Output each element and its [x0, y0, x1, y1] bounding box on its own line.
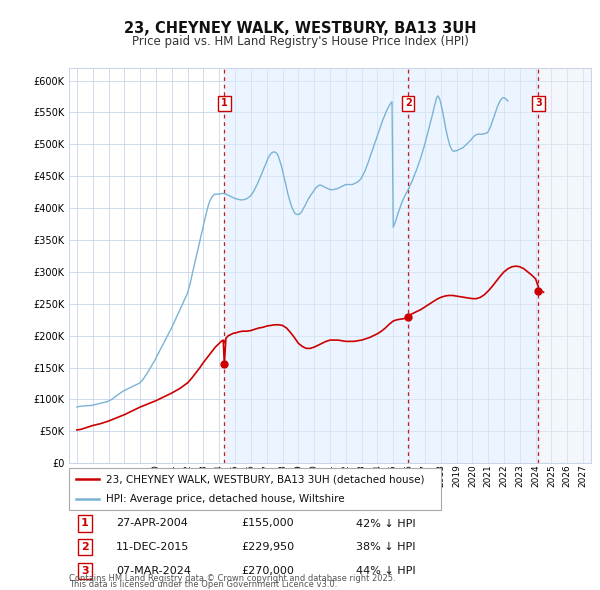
Text: HPI: Average price, detached house, Wiltshire: HPI: Average price, detached house, Wilt… — [106, 494, 345, 504]
Text: 23, CHEYNEY WALK, WESTBURY, BA13 3UH: 23, CHEYNEY WALK, WESTBURY, BA13 3UH — [124, 21, 476, 35]
Text: £229,950: £229,950 — [241, 542, 295, 552]
Text: 11-DEC-2015: 11-DEC-2015 — [116, 542, 190, 552]
Text: 38% ↓ HPI: 38% ↓ HPI — [356, 542, 416, 552]
Text: 44% ↓ HPI: 44% ↓ HPI — [356, 566, 416, 576]
Text: 3: 3 — [535, 99, 542, 109]
FancyBboxPatch shape — [69, 468, 441, 510]
Text: 1: 1 — [81, 519, 89, 529]
Bar — [224, 68, 538, 463]
Text: 07-MAR-2024: 07-MAR-2024 — [116, 566, 191, 576]
Text: Price paid vs. HM Land Registry's House Price Index (HPI): Price paid vs. HM Land Registry's House … — [131, 35, 469, 48]
Text: £270,000: £270,000 — [241, 566, 294, 576]
Text: Contains HM Land Registry data © Crown copyright and database right 2025.: Contains HM Land Registry data © Crown c… — [69, 574, 395, 583]
Text: 2: 2 — [405, 99, 412, 109]
Text: 42% ↓ HPI: 42% ↓ HPI — [356, 519, 416, 529]
Text: This data is licensed under the Open Government Licence v3.0.: This data is licensed under the Open Gov… — [69, 580, 337, 589]
Text: 1: 1 — [221, 99, 228, 109]
Text: 2: 2 — [81, 542, 89, 552]
Bar — [538, 68, 591, 463]
Text: 27-APR-2004: 27-APR-2004 — [116, 519, 188, 529]
Text: 23, CHEYNEY WALK, WESTBURY, BA13 3UH (detached house): 23, CHEYNEY WALK, WESTBURY, BA13 3UH (de… — [106, 474, 425, 484]
Text: 3: 3 — [81, 566, 88, 576]
Text: £155,000: £155,000 — [241, 519, 294, 529]
